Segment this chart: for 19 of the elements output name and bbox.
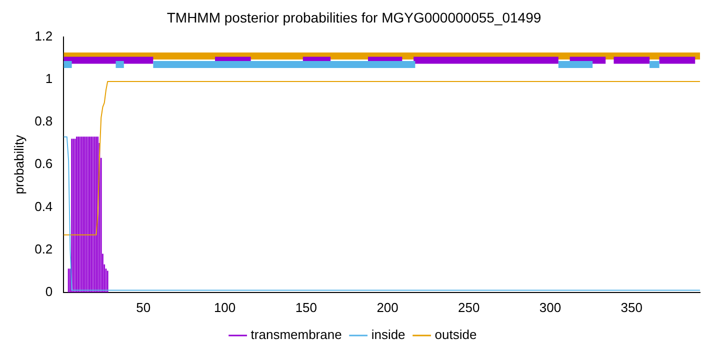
y-tick-label: 1.2 [34,28,53,44]
y-tick-label: 0 [45,284,53,299]
y-axis-title: probability [11,134,26,194]
x-tick-label: 50 [136,300,151,315]
legend-label: transmembrane [250,327,342,342]
y-tick-label: 0.8 [34,114,53,129]
y-tick-label: 0.2 [34,241,53,256]
legend-label: inside [371,327,406,342]
y-tick-label: 0.6 [34,156,53,172]
x-tick-label: 150 [295,300,318,315]
chart-title: TMHMM posterior probabilities for MGYG000000055_01499 [166,9,542,26]
x-tick-label: 300 [539,300,562,315]
x-tick-label: 250 [458,300,480,315]
x-tick-label: 350 [620,300,642,315]
y-tick-label: 1 [45,70,53,86]
x-tick-label: 200 [376,300,398,315]
legend-label: outside [434,327,477,342]
y-tick-label: 0.4 [34,198,53,214]
x-tick-label: 100 [214,300,236,315]
